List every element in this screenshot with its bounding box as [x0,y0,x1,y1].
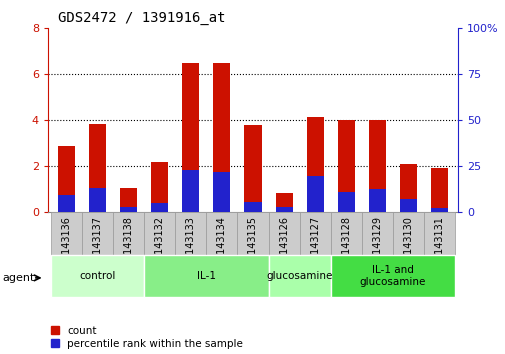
Text: GSM143131: GSM143131 [433,216,443,275]
Bar [89,188,106,212]
Text: GSM143135: GSM143135 [247,216,258,275]
Bar [120,207,137,212]
Bar [51,212,82,255]
Text: GSM143138: GSM143138 [124,216,133,275]
Text: agent: agent [3,273,35,283]
Bar [244,125,261,212]
Bar [430,208,447,212]
Bar [151,162,168,212]
Bar [330,212,361,255]
Bar [89,124,106,212]
Text: IL-1: IL-1 [196,271,216,281]
Text: GSM143132: GSM143132 [155,216,165,275]
Text: GSM143130: GSM143130 [402,216,413,275]
Text: GSM143136: GSM143136 [62,216,72,275]
Bar [399,164,416,212]
Bar [368,120,385,212]
Bar [51,255,144,297]
Bar [206,212,237,255]
Bar [275,193,292,212]
Bar [244,202,261,212]
Bar [213,63,230,212]
Text: control: control [79,271,116,281]
Bar [182,63,199,212]
Bar [268,255,330,297]
Bar [430,167,447,212]
Bar [175,212,206,255]
Text: IL-1 and
glucosamine: IL-1 and glucosamine [359,265,425,287]
Text: GSM143126: GSM143126 [278,216,288,275]
Bar [213,172,230,212]
Bar [182,170,199,212]
Text: GDS2472 / 1391916_at: GDS2472 / 1391916_at [58,11,225,25]
Bar [330,255,454,297]
Bar [275,207,292,212]
Bar [58,195,75,212]
Legend: count, percentile rank within the sample: count, percentile rank within the sample [50,326,243,349]
Bar [151,203,168,212]
Text: GSM143137: GSM143137 [92,216,103,275]
Text: GSM143129: GSM143129 [372,216,381,275]
Bar [120,188,137,212]
Bar [361,212,392,255]
Bar [268,212,299,255]
Text: GSM143127: GSM143127 [310,216,320,275]
Bar [82,212,113,255]
Bar [337,120,354,212]
Bar [368,189,385,212]
Text: glucosamine: glucosamine [266,271,332,281]
Bar [399,199,416,212]
Bar [58,146,75,212]
Bar [306,117,323,212]
Bar [113,212,144,255]
Bar [392,212,423,255]
Text: GSM143133: GSM143133 [185,216,195,275]
Bar [299,212,330,255]
Bar [423,212,454,255]
Bar [237,212,268,255]
Bar [144,255,268,297]
Bar [337,192,354,212]
Text: GSM143128: GSM143128 [340,216,350,275]
Text: GSM143134: GSM143134 [217,216,227,275]
Bar [144,212,175,255]
Bar [306,176,323,212]
